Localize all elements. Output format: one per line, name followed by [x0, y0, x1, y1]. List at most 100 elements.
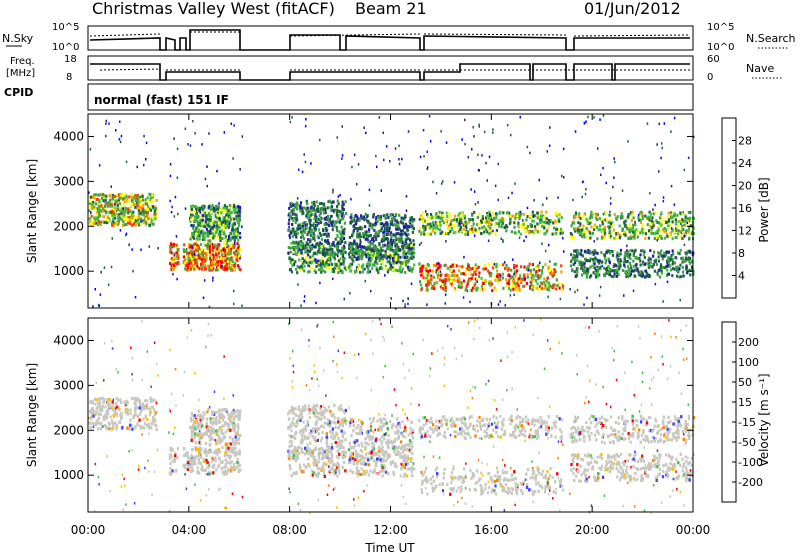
range-cell: [406, 255, 409, 259]
noise-cell: [315, 261, 317, 264]
range-cell: [291, 234, 294, 238]
range-cell: [194, 245, 197, 249]
range-cell: [199, 224, 202, 228]
range-cell: [187, 260, 190, 264]
range-cell: [189, 217, 192, 221]
range-cell: [365, 255, 368, 259]
noise-cell: [478, 169, 480, 172]
range-cell: [171, 264, 174, 268]
noise-cell: [609, 197, 612, 200]
range-cell: [194, 217, 198, 221]
range-cell: [320, 270, 323, 274]
range-cell: [231, 228, 234, 232]
range-cell: [299, 230, 303, 234]
range-cell: [521, 277, 524, 281]
range-cell: [688, 236, 691, 240]
range-cell: [607, 257, 610, 261]
range-cell: [197, 246, 201, 250]
range-cell: [323, 260, 326, 263]
range-cell: [591, 257, 594, 261]
range-cell: [207, 211, 210, 215]
noise-cell: [654, 282, 657, 286]
range-cell: [222, 218, 225, 222]
range-cell: [326, 258, 329, 262]
range-cell: [295, 235, 298, 239]
noise-cell: [649, 192, 651, 195]
range-cell: [298, 258, 301, 262]
range-cell: [396, 269, 399, 273]
range-cell: [480, 284, 484, 288]
range-cell: [301, 210, 304, 214]
noise-cell: [440, 130, 442, 133]
noise-cell: [370, 289, 372, 293]
range-cell: [615, 217, 618, 221]
range-cell: [502, 263, 505, 267]
velocity-data-cells: [88, 318, 696, 515]
range-cell: [198, 234, 201, 238]
noise-cell: [365, 131, 367, 135]
range-cell: [533, 214, 537, 218]
range-cell: [468, 267, 471, 271]
range-cell: [464, 224, 468, 228]
range-cell: [371, 237, 374, 241]
range-cell: [317, 249, 320, 253]
range-cell: [117, 218, 120, 222]
range-cell: [435, 212, 438, 216]
range-cell: [685, 230, 688, 233]
range-cell: [664, 218, 667, 222]
range-cell: [133, 202, 136, 206]
noise-cell: [94, 288, 96, 291]
range-cell: [214, 220, 217, 224]
range-cell: [384, 264, 387, 268]
range-cell: [619, 252, 622, 256]
range-cell: [624, 272, 627, 275]
range-cell: [582, 224, 585, 228]
range-cell: [356, 232, 359, 236]
range-cell: [515, 264, 518, 268]
noise-cell: [474, 203, 477, 206]
range-cell: [613, 274, 616, 278]
range-cell: [641, 224, 645, 227]
range-cell: [210, 210, 213, 214]
noise-cell: [174, 195, 177, 199]
range-cell: [326, 206, 329, 210]
range-cell: [368, 228, 371, 232]
range-cell: [175, 255, 179, 258]
range-cell: [206, 244, 209, 248]
noise-cell: [623, 294, 625, 297]
range-cell: [187, 265, 190, 269]
range-cell: [404, 239, 407, 243]
range-cell: [211, 204, 214, 208]
range-cell: [542, 221, 545, 225]
range-cell: [331, 223, 334, 227]
range-cell: [401, 232, 404, 236]
range-cell: [540, 218, 543, 222]
range-cell: [209, 235, 212, 239]
noise-cell: [359, 239, 361, 242]
range-cell: [486, 230, 489, 234]
range-cell: [342, 215, 345, 218]
range-cell: [411, 251, 414, 255]
range-cell: [201, 208, 204, 212]
range-cell: [530, 224, 533, 228]
noise-cell: [662, 196, 665, 199]
range-cell: [112, 220, 115, 224]
range-cell: [418, 226, 422, 230]
range-cell: [613, 236, 616, 240]
range-cell: [153, 212, 156, 216]
range-cell: [154, 207, 158, 211]
range-cell: [513, 225, 516, 229]
range-cell: [138, 205, 141, 209]
range-cell: [350, 256, 354, 260]
range-cell: [214, 204, 217, 208]
nsky-panel-frame: [87, 25, 694, 51]
range-cell: [205, 211, 209, 215]
range-cell: [382, 214, 385, 218]
range-cell: [585, 259, 588, 263]
range-cell: [625, 269, 628, 273]
noise-cell: [485, 161, 487, 165]
noise-cell: [110, 265, 113, 269]
range-cell: [140, 206, 143, 210]
range-cell: [544, 263, 547, 267]
range-cell: [216, 211, 219, 215]
